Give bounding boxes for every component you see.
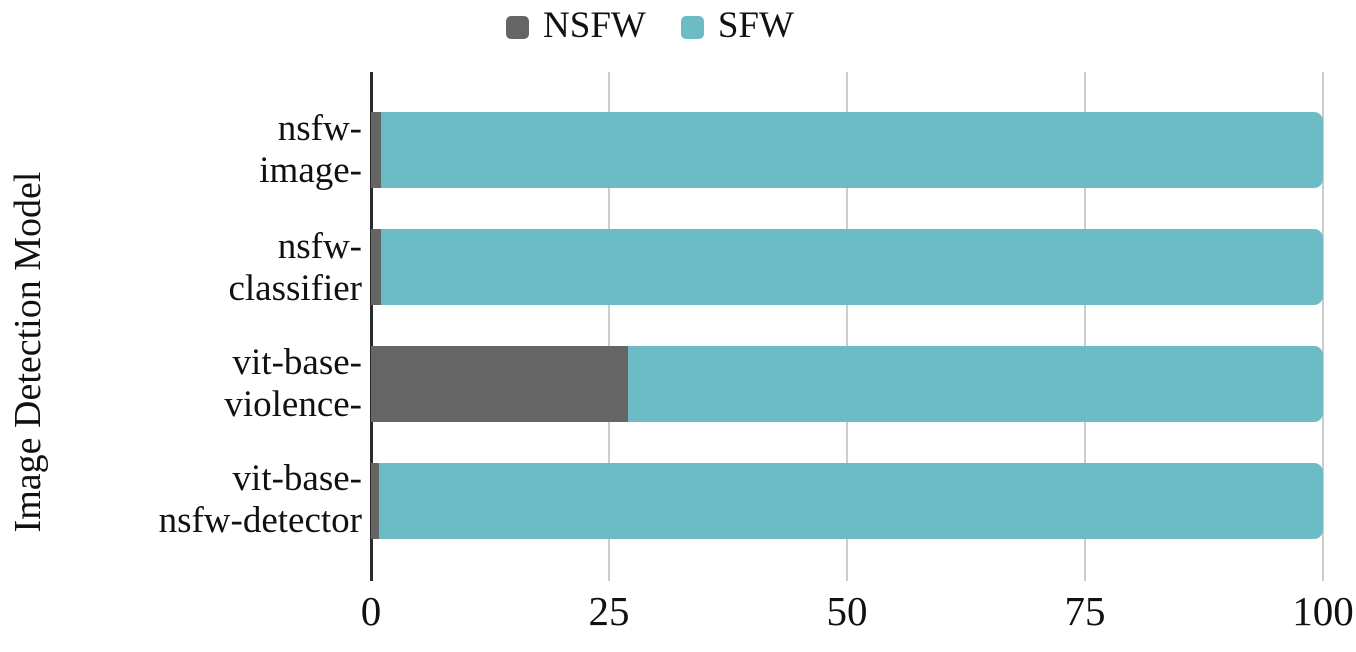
x-tick-label: 75	[1064, 588, 1106, 634]
plot-area	[370, 72, 1324, 581]
bar-segment-sfw	[628, 346, 1323, 422]
gridline	[1084, 72, 1086, 581]
category-label: vit-base-nsfw-detector	[22, 458, 362, 542]
category-label-line: image-	[259, 150, 362, 191]
zero-axis-line	[370, 72, 373, 581]
category-label-line: classifier	[228, 268, 362, 309]
legend-item-sfw: SFW	[680, 5, 794, 46]
category-label-line: violence-	[224, 384, 362, 425]
x-tick-label: 100	[1292, 588, 1354, 634]
legend-item-nsfw: NSFW	[506, 5, 646, 46]
legend-swatch-sfw-icon	[680, 16, 704, 39]
category-label-line: nsfw-detector	[158, 500, 362, 541]
bar-segment-sfw	[380, 229, 1323, 305]
bar-segment-nsfw	[371, 112, 381, 188]
bar-segment-nsfw	[371, 346, 629, 422]
category-label: vit-base-violence-	[22, 342, 362, 426]
bar-row	[371, 229, 1323, 305]
bar-row	[371, 346, 1323, 422]
bar-segment-nsfw	[371, 229, 381, 305]
bar-segment-sfw	[378, 463, 1323, 539]
category-label: nsfw-classifier	[22, 226, 362, 310]
category-label: nsfw-image-	[22, 108, 362, 192]
x-tick-label: 25	[588, 588, 630, 634]
category-label-line: vit-base-	[232, 458, 362, 499]
legend-swatch-nsfw-icon	[506, 16, 530, 39]
x-tick-label: 50	[826, 588, 868, 634]
legend: NSFW SFW	[0, 5, 1328, 46]
gridline	[1322, 72, 1324, 581]
gridline	[846, 72, 848, 581]
bar-segment-sfw	[380, 112, 1323, 188]
legend-label-sfw: SFW	[717, 5, 794, 46]
gridline	[608, 72, 610, 581]
bar-row	[371, 112, 1323, 188]
bar-row	[371, 463, 1323, 539]
category-label-line: vit-base-	[232, 342, 362, 383]
legend-label-nsfw: NSFW	[543, 5, 646, 46]
bar-segment-nsfw	[371, 463, 379, 539]
category-label-line: nsfw-	[277, 226, 362, 267]
x-tick-label: 0	[360, 588, 382, 634]
category-label-line: nsfw-	[277, 108, 362, 149]
